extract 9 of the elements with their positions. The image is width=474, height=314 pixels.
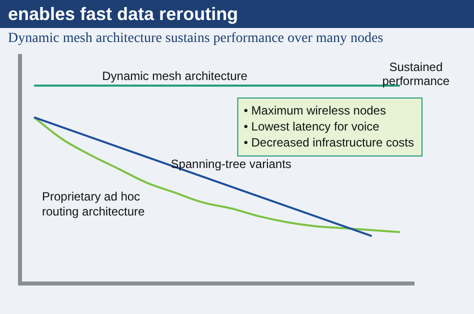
annotation: • Maximum wireless nodes xyxy=(244,103,386,118)
annotation: • Decreased infrastructure costs xyxy=(244,135,414,150)
series-label: Spanning-tree variants xyxy=(170,156,292,171)
chart-subtitle: Dynamic mesh architecture sustains performance over many nodes xyxy=(7,30,384,48)
chart-title: enables fast data rerouting xyxy=(0,0,474,28)
annotation: Sustained performance xyxy=(382,60,450,88)
annotation: • Lowest latency for voice xyxy=(244,119,380,134)
series-label: Dynamic mesh architecture xyxy=(102,69,248,83)
series-label: Proprietary ad hoc routing architecture xyxy=(42,189,146,218)
